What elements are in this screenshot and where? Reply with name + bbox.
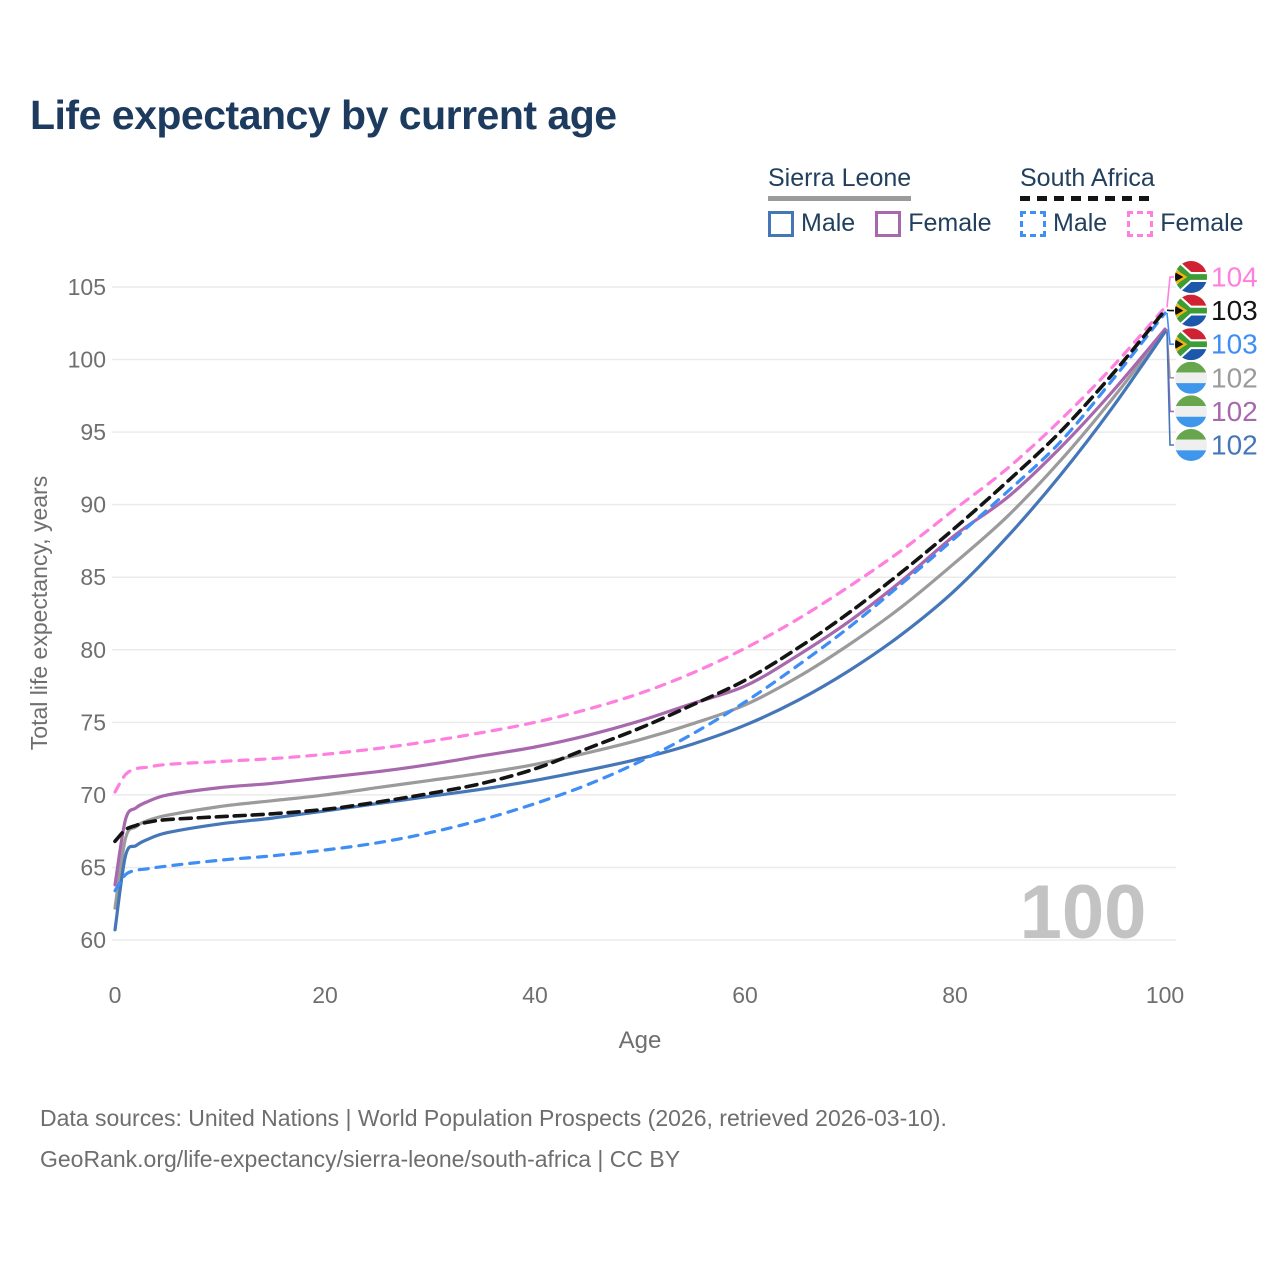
watermark-age: 100 (1020, 870, 1147, 955)
sierra-leone-flag-icon (1175, 429, 1207, 461)
legend-swatch-female-dashed-icon (1127, 210, 1154, 237)
series-line-south-africa-male[interactable] (113, 311, 1167, 893)
legend-group-sierra-leone: Sierra Leone Male Female (768, 164, 1012, 238)
y-tick-label: 75 (80, 709, 106, 735)
legend-item-label: Male (801, 209, 856, 237)
page-title: Life expectancy by current age (30, 92, 617, 138)
y-tick-label: 90 (80, 492, 106, 518)
legend-country-label: South Africa (1020, 164, 1155, 192)
legend-underline-dashed (1020, 196, 1155, 201)
footer-attribution: GeoRank.org/life-expectancy/sierra-leone… (40, 1146, 681, 1172)
end-value-label-sierra-leone-both: 102 (1211, 362, 1258, 393)
legend-item-label: Female (1160, 209, 1244, 237)
south-africa-flag-icon (1175, 261, 1207, 293)
legend-country-sierra-leone[interactable]: Sierra Leone (768, 164, 912, 201)
y-tick-label: 70 (80, 782, 106, 808)
legend-swatch-male-icon (768, 210, 794, 237)
end-label-leader-south-africa-male (1166, 313, 1174, 346)
series-line-south-africa-female[interactable] (113, 305, 1167, 794)
y-tick-label: 85 (80, 564, 106, 590)
legend-item-sierra-leone-male[interactable]: Male (768, 209, 855, 238)
y-tick-label: 95 (80, 419, 106, 445)
end-value-label-sierra-leone-male: 102 (1211, 430, 1258, 461)
south-africa-flag-icon (1175, 294, 1207, 327)
south-africa-flag-icon (1175, 328, 1207, 361)
x-tick-label: 40 (522, 982, 548, 1008)
end-value-label-south-africa-both: 103 (1211, 295, 1258, 326)
footer-data-sources: Data sources: United Nations | World Pop… (40, 1105, 947, 1131)
legend-underline-solid (768, 196, 912, 201)
x-tick-label: 60 (732, 982, 758, 1008)
legend-item-label: Male (1053, 209, 1108, 237)
legend-item-label: Female (908, 209, 992, 237)
series-line-south-africa-both[interactable] (113, 308, 1167, 844)
y-tick-label: 60 (80, 927, 106, 953)
legend-group-south-africa: South Africa Male Female (1020, 164, 1264, 238)
sierra-leone-flag-icon (1175, 395, 1207, 428)
x-axis-title: Age (619, 1027, 662, 1054)
end-value-label-sierra-leone-female: 102 (1211, 396, 1258, 427)
x-tick-label: 0 (109, 982, 122, 1008)
y-tick-label: 65 (80, 854, 106, 880)
legend-item-sierra-leone-female[interactable]: Female (875, 209, 992, 238)
legend-items-south-africa: Male Female (1020, 209, 1264, 238)
end-label-leader-south-africa-female (1166, 276, 1174, 308)
footer: Data sources: United Nations | World Pop… (40, 1098, 947, 1180)
legend-item-south-africa-male[interactable]: Male (1020, 209, 1107, 238)
legend-item-south-africa-female[interactable]: Female (1127, 209, 1244, 238)
y-tick-label: 105 (68, 274, 106, 300)
legend-swatch-male-dashed-icon (1020, 210, 1046, 237)
y-axis-title: Total life expectancy, years (26, 476, 52, 750)
y-tick-label: 80 (80, 637, 106, 663)
legend-country-south-africa[interactable]: South Africa (1020, 164, 1155, 201)
y-tick-label: 100 (68, 347, 106, 373)
x-tick-label: 20 (312, 982, 338, 1008)
end-value-label-south-africa-male: 103 (1211, 329, 1258, 360)
legend-country-label: Sierra Leone (768, 164, 912, 192)
sierra-leone-flag-icon (1175, 361, 1207, 394)
end-label-leader-sierra-leone-male (1166, 331, 1174, 446)
end-value-label-south-africa-female: 104 (1211, 262, 1258, 293)
x-tick-label: 100 (1146, 982, 1184, 1008)
series-line-sierra-leone-both[interactable] (113, 328, 1167, 910)
legend-items-sierra-leone: Male Female (768, 209, 1012, 238)
legend-swatch-female-icon (875, 210, 902, 237)
series-line-sierra-leone-male[interactable] (113, 330, 1167, 932)
x-tick-label: 80 (942, 982, 968, 1008)
